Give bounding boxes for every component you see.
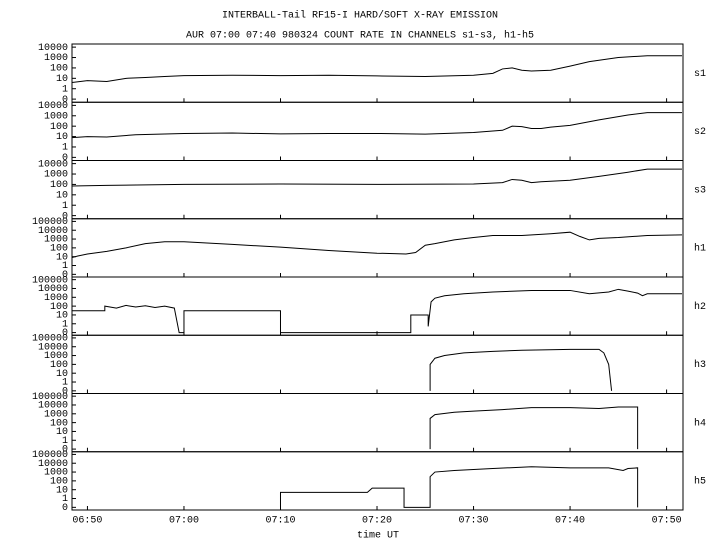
y-tick-label: 0: [62, 153, 68, 164]
y-tick-label: 10: [56, 427, 68, 438]
y-tick-label: 10000: [38, 43, 68, 54]
y-tick-label: 10: [56, 252, 68, 263]
y-tick-label: 100: [50, 64, 68, 75]
y-tick-label: 100000: [32, 392, 68, 403]
x-tick-label: 07:30: [459, 516, 489, 527]
y-tick-label: 10000: [38, 342, 68, 353]
x-tick-label: 07:50: [652, 516, 682, 527]
y-tick-label: 100000: [32, 275, 68, 286]
y-tick-label: 10: [56, 369, 68, 380]
data-line: [429, 406, 639, 450]
panel-frame: [71, 101, 684, 161]
y-tick-label: 100: [50, 302, 68, 313]
channel-label: s1: [694, 69, 706, 80]
x-tick-label: 07:40: [555, 516, 585, 527]
panel-frame: [71, 160, 684, 220]
y-tick-label: 1000: [44, 53, 68, 64]
y-tick-label: 10000: [38, 459, 68, 470]
panel-frame: [71, 393, 684, 453]
y-tick-label: 1: [62, 143, 68, 154]
panel-frame: [71, 334, 684, 394]
y-tick-label: 1: [62, 436, 68, 447]
y-tick-label: 1000: [44, 351, 68, 362]
y-tick-label: 1000: [44, 235, 68, 246]
y-tick-label: 1000: [44, 468, 68, 479]
y-tick-label: 1: [62, 84, 68, 95]
chart-title: INTERBALL-Tail RF15-I HARD/SOFT X-RAY EM…: [222, 10, 498, 22]
y-tick-label: 100000: [32, 450, 68, 461]
y-tick-label: 1000: [44, 170, 68, 181]
channel-label: h5: [694, 476, 706, 488]
channel-label: s3: [694, 185, 706, 196]
y-tick-label: 10000: [38, 284, 68, 295]
y-tick-label: 10: [56, 311, 68, 322]
data-line: [71, 231, 683, 259]
y-tick-label: 1: [62, 201, 68, 212]
y-tick-label: 0: [62, 328, 68, 339]
x-tick-label: 07:00: [169, 516, 199, 527]
y-tick-label: 10: [56, 74, 68, 85]
chart-subtitle: AUR 07:00 07:40 980324 COUNT RATE IN CHA…: [186, 30, 534, 42]
y-tick-label: 1000: [44, 111, 68, 122]
y-tick-label: 10000: [38, 159, 68, 170]
channel-label: h2: [694, 301, 706, 313]
y-tick-label: 0: [62, 386, 68, 397]
data-line: [71, 168, 683, 187]
y-tick-label: 100: [50, 360, 68, 371]
data-line: [429, 348, 613, 391]
channel-label: h3: [694, 359, 706, 371]
y-tick-label: 100000: [32, 217, 68, 228]
y-tick-label: 0: [62, 270, 68, 281]
x-axis-label: time UT: [357, 530, 399, 542]
y-tick-label: 1: [62, 319, 68, 330]
y-tick-label: 1: [62, 378, 68, 389]
y-tick-label: 10: [56, 190, 68, 201]
channel-label: h4: [694, 417, 706, 429]
y-tick-label: 1000: [44, 409, 68, 420]
y-tick-label: 100: [50, 244, 68, 255]
y-tick-label: 0: [62, 445, 68, 456]
channel-label: s2: [694, 127, 706, 138]
y-tick-label: 1: [62, 494, 68, 505]
data-line: [72, 288, 683, 334]
y-tick-label: 100: [50, 477, 68, 488]
panel-frame: [71, 43, 684, 103]
y-tick-label: 10: [56, 132, 68, 143]
y-tick-label: 0: [62, 95, 68, 106]
y-tick-label: 100: [50, 418, 68, 429]
channel-label: h1: [694, 243, 706, 255]
panel-frame: [71, 451, 684, 511]
data-line: [71, 55, 683, 83]
data-line: [279, 466, 639, 508]
data-line: [71, 112, 683, 139]
y-tick-label: 10: [56, 485, 68, 496]
x-tick-label: 07:10: [265, 516, 295, 527]
y-tick-label: 100000: [32, 334, 68, 345]
y-tick-label: 0: [62, 211, 68, 222]
y-tick-label: 1: [62, 261, 68, 272]
y-tick-label: 10000: [38, 401, 68, 412]
y-tick-label: 10000: [38, 226, 68, 237]
y-tick-label: 10000: [38, 101, 68, 112]
y-tick-label: 100: [50, 122, 68, 133]
y-tick-label: 100: [50, 180, 68, 191]
y-tick-label: 0: [62, 503, 68, 514]
y-tick-label: 1000: [44, 293, 68, 304]
x-tick-label: 06:50: [72, 516, 102, 527]
x-tick-label: 07:20: [362, 516, 392, 527]
panel-frame: [71, 218, 684, 278]
